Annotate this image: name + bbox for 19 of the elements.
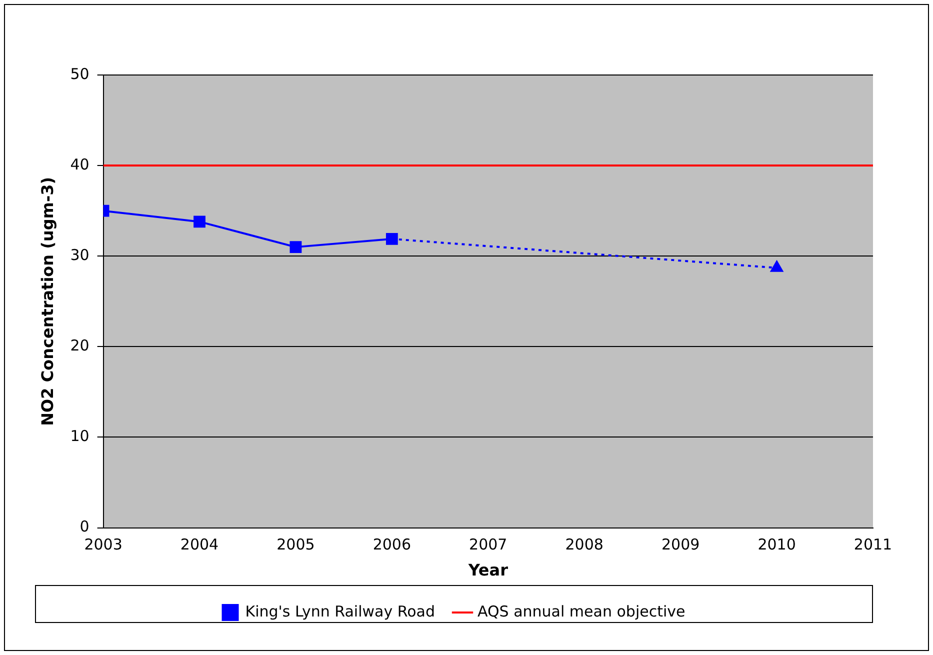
x-tick-label: 2003 <box>84 536 122 554</box>
y-tick-label: 40 <box>70 155 90 174</box>
y-tick-label: 50 <box>70 64 90 83</box>
x-tick-label: 2010 <box>758 536 796 554</box>
legend-label: AQS annual mean objective <box>478 602 686 620</box>
legend-label: King's Lynn Railway Road <box>245 602 436 620</box>
y-axis-title: NO2 Concentration (ugm-3) <box>38 176 57 426</box>
y-tick-label: 10 <box>70 427 90 446</box>
x-tick-label: 2011 <box>854 536 892 554</box>
y-tick-label: 0 <box>80 518 90 536</box>
x-tick-label: 2008 <box>565 536 604 554</box>
y-tick-label: 20 <box>70 336 90 355</box>
x-tick-label: 2005 <box>276 536 315 554</box>
x-tick-label: 2004 <box>180 536 219 554</box>
x-tick-label: 2009 <box>661 536 700 554</box>
x-tick-label: 2006 <box>372 536 412 554</box>
x-axis-title: Year <box>467 560 508 580</box>
y-tick-label: 30 <box>70 246 90 264</box>
x-tick-label: 2007 <box>469 536 508 554</box>
